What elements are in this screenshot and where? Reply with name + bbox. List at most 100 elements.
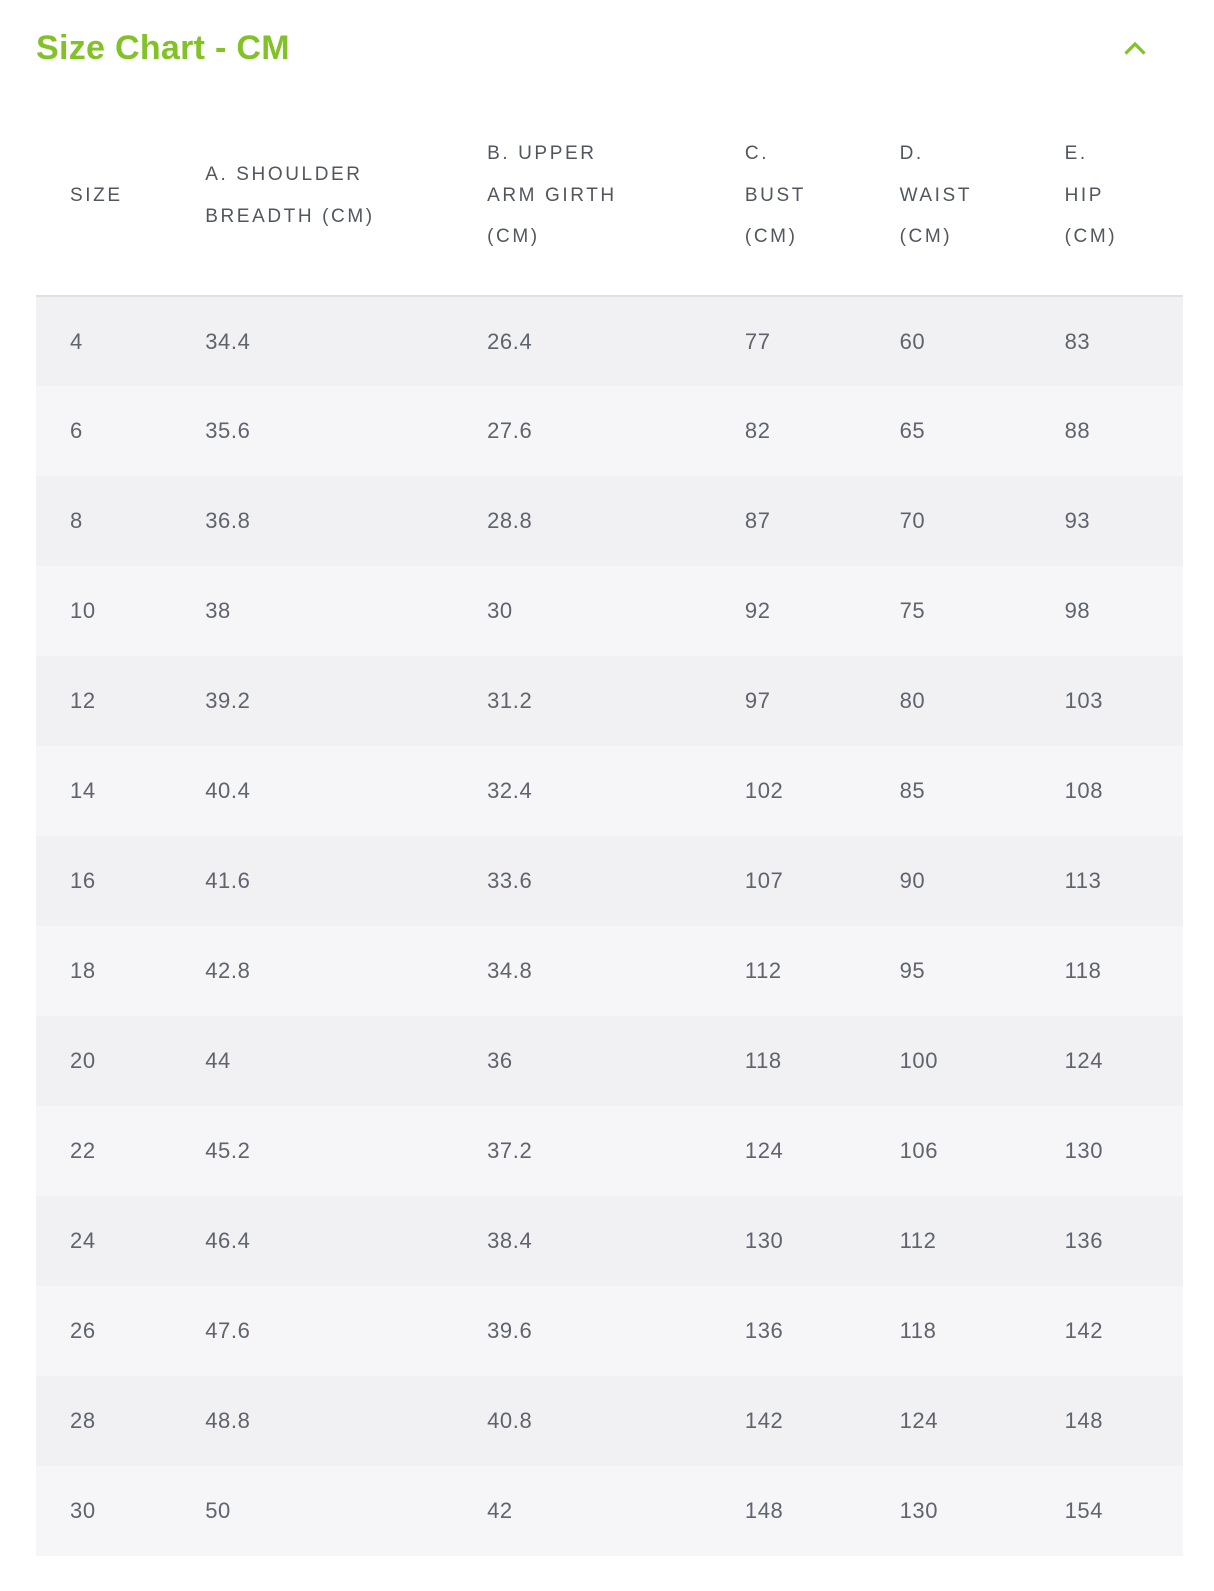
bust-cell: 107 <box>710 836 866 926</box>
shoulder-breadth-cell: 39.2 <box>171 656 454 746</box>
waist-cell: 106 <box>865 1106 1031 1196</box>
upper-arm-girth-cell: 36 <box>453 1016 711 1106</box>
hip-cell: 136 <box>1030 1196 1183 1286</box>
shoulder-breadth-cell: 47.6 <box>171 1286 454 1376</box>
hip-cell: 130 <box>1030 1106 1183 1196</box>
column-header-waist: D. WAIST (CM) <box>865 96 1031 296</box>
upper-arm-girth-cell: 28.8 <box>453 476 711 566</box>
table-row-size-6: 6 35.6 27.6 82 65 88 <box>36 386 1183 476</box>
bust-cell: 82 <box>710 386 866 476</box>
upper-arm-girth-cell: 33.6 <box>453 836 711 926</box>
size-cell: 12 <box>36 656 172 746</box>
shoulder-breadth-cell: 48.8 <box>171 1376 454 1466</box>
size-chart-panel-header[interactable]: Size Chart - CM <box>0 0 1214 96</box>
column-header-hip: E. HIP (CM) <box>1030 96 1183 296</box>
waist-cell: 95 <box>865 926 1031 1016</box>
size-cell: 28 <box>36 1376 172 1466</box>
bust-cell: 124 <box>710 1106 866 1196</box>
waist-cell: 75 <box>865 566 1031 656</box>
waist-cell: 85 <box>865 746 1031 836</box>
waist-cell: 70 <box>865 476 1031 566</box>
bust-cell: 148 <box>710 1466 866 1556</box>
table-row-size-26: 26 47.6 39.6 136 118 142 <box>36 1286 1183 1376</box>
upper-arm-girth-cell: 26.4 <box>453 295 711 386</box>
size-cell: 20 <box>36 1016 172 1106</box>
bust-cell: 87 <box>710 476 866 566</box>
table-row-size-28: 28 48.8 40.8 142 124 148 <box>36 1376 1183 1466</box>
size-cell: 14 <box>36 746 172 836</box>
size-chart-table-body: 4 34.4 26.4 77 60 83 6 35.6 27.6 82 65 88 8 36.8 28.8 8… <box>36 295 1183 1556</box>
table-row-size-24: 24 46.4 38.4 130 112 136 <box>36 1196 1183 1286</box>
upper-arm-girth-cell: 30 <box>453 566 711 656</box>
table-row-size-4: 4 34.4 26.4 77 60 83 <box>36 295 1183 386</box>
bust-cell: 136 <box>710 1286 866 1376</box>
bust-cell: 112 <box>710 926 866 1016</box>
upper-arm-girth-cell: 42 <box>453 1466 711 1556</box>
hip-cell: 113 <box>1030 836 1183 926</box>
column-header-upper-arm-girth: B. UPPER ARM GIRTH (CM) <box>453 96 711 296</box>
shoulder-breadth-cell: 41.6 <box>171 836 454 926</box>
table-row-size-22: 22 45.2 37.2 124 106 130 <box>36 1106 1183 1196</box>
hip-cell: 142 <box>1030 1286 1183 1376</box>
size-cell: 22 <box>36 1106 172 1196</box>
shoulder-breadth-cell: 44 <box>171 1016 454 1106</box>
bust-cell: 77 <box>710 295 866 386</box>
hip-cell: 98 <box>1030 566 1183 656</box>
hip-cell: 124 <box>1030 1016 1183 1106</box>
page-title: Size Chart - CM <box>36 28 290 67</box>
shoulder-breadth-cell: 42.8 <box>171 926 454 1016</box>
waist-cell: 118 <box>865 1286 1031 1376</box>
column-header-size: SIZE <box>36 96 172 296</box>
waist-cell: 80 <box>865 656 1031 746</box>
size-cell: 24 <box>36 1196 172 1286</box>
upper-arm-girth-cell: 34.8 <box>453 926 711 1016</box>
upper-arm-girth-cell: 37.2 <box>453 1106 711 1196</box>
size-cell: 8 <box>36 476 172 566</box>
waist-cell: 100 <box>865 1016 1031 1106</box>
upper-arm-girth-cell: 39.6 <box>453 1286 711 1376</box>
column-header-shoulder-breadth: A. SHOULDER BREADTH (CM) <box>171 96 454 296</box>
waist-cell: 124 <box>865 1376 1031 1466</box>
shoulder-breadth-cell: 50 <box>171 1466 454 1556</box>
shoulder-breadth-cell: 35.6 <box>171 386 454 476</box>
bust-cell: 130 <box>710 1196 866 1286</box>
hip-cell: 88 <box>1030 386 1183 476</box>
table-row-size-16: 16 41.6 33.6 107 90 113 <box>36 836 1183 926</box>
size-cell: 6 <box>36 386 172 476</box>
chevron-up-icon[interactable] <box>1123 41 1147 56</box>
size-cell: 10 <box>36 566 172 656</box>
bust-cell: 118 <box>710 1016 866 1106</box>
header-row: SIZE A. SHOULDER BREADTH (CM) B. UPPER ARM… <box>36 96 1183 296</box>
shoulder-breadth-cell: 36.8 <box>171 476 454 566</box>
bust-cell: 142 <box>710 1376 866 1466</box>
size-cell: 18 <box>36 926 172 1016</box>
waist-cell: 65 <box>865 386 1031 476</box>
waist-cell: 112 <box>865 1196 1031 1286</box>
size-cell: 4 <box>36 295 172 386</box>
hip-cell: 103 <box>1030 656 1183 746</box>
waist-cell: 90 <box>865 836 1031 926</box>
bust-cell: 97 <box>710 656 866 746</box>
size-chart-table: SIZE A. SHOULDER BREADTH (CM) B. UPPER ARM… <box>36 96 1183 1556</box>
hip-cell: 83 <box>1030 295 1183 386</box>
size-chart-panel: Size Chart - CM SIZE A. SHOULDER BREADTH … <box>0 0 1214 1556</box>
table-row-size-18: 18 42.8 34.8 112 95 118 <box>36 926 1183 1016</box>
hip-cell: 154 <box>1030 1466 1183 1556</box>
bust-cell: 92 <box>710 566 866 656</box>
hip-cell: 148 <box>1030 1376 1183 1466</box>
table-row-size-12: 12 39.2 31.2 97 80 103 <box>36 656 1183 746</box>
hip-cell: 93 <box>1030 476 1183 566</box>
shoulder-breadth-cell: 40.4 <box>171 746 454 836</box>
table-row-size-14: 14 40.4 32.4 102 85 108 <box>36 746 1183 836</box>
upper-arm-girth-cell: 38.4 <box>453 1196 711 1286</box>
upper-arm-girth-cell: 31.2 <box>453 656 711 746</box>
size-cell: 30 <box>36 1466 172 1556</box>
shoulder-breadth-cell: 45.2 <box>171 1106 454 1196</box>
upper-arm-girth-cell: 40.8 <box>453 1376 711 1466</box>
upper-arm-girth-cell: 32.4 <box>453 746 711 836</box>
table-row-size-20: 20 44 36 118 100 124 <box>36 1016 1183 1106</box>
table-row-size-8: 8 36.8 28.8 87 70 93 <box>36 476 1183 566</box>
upper-arm-girth-cell: 27.6 <box>453 386 711 476</box>
waist-cell: 60 <box>865 295 1031 386</box>
shoulder-breadth-cell: 38 <box>171 566 454 656</box>
